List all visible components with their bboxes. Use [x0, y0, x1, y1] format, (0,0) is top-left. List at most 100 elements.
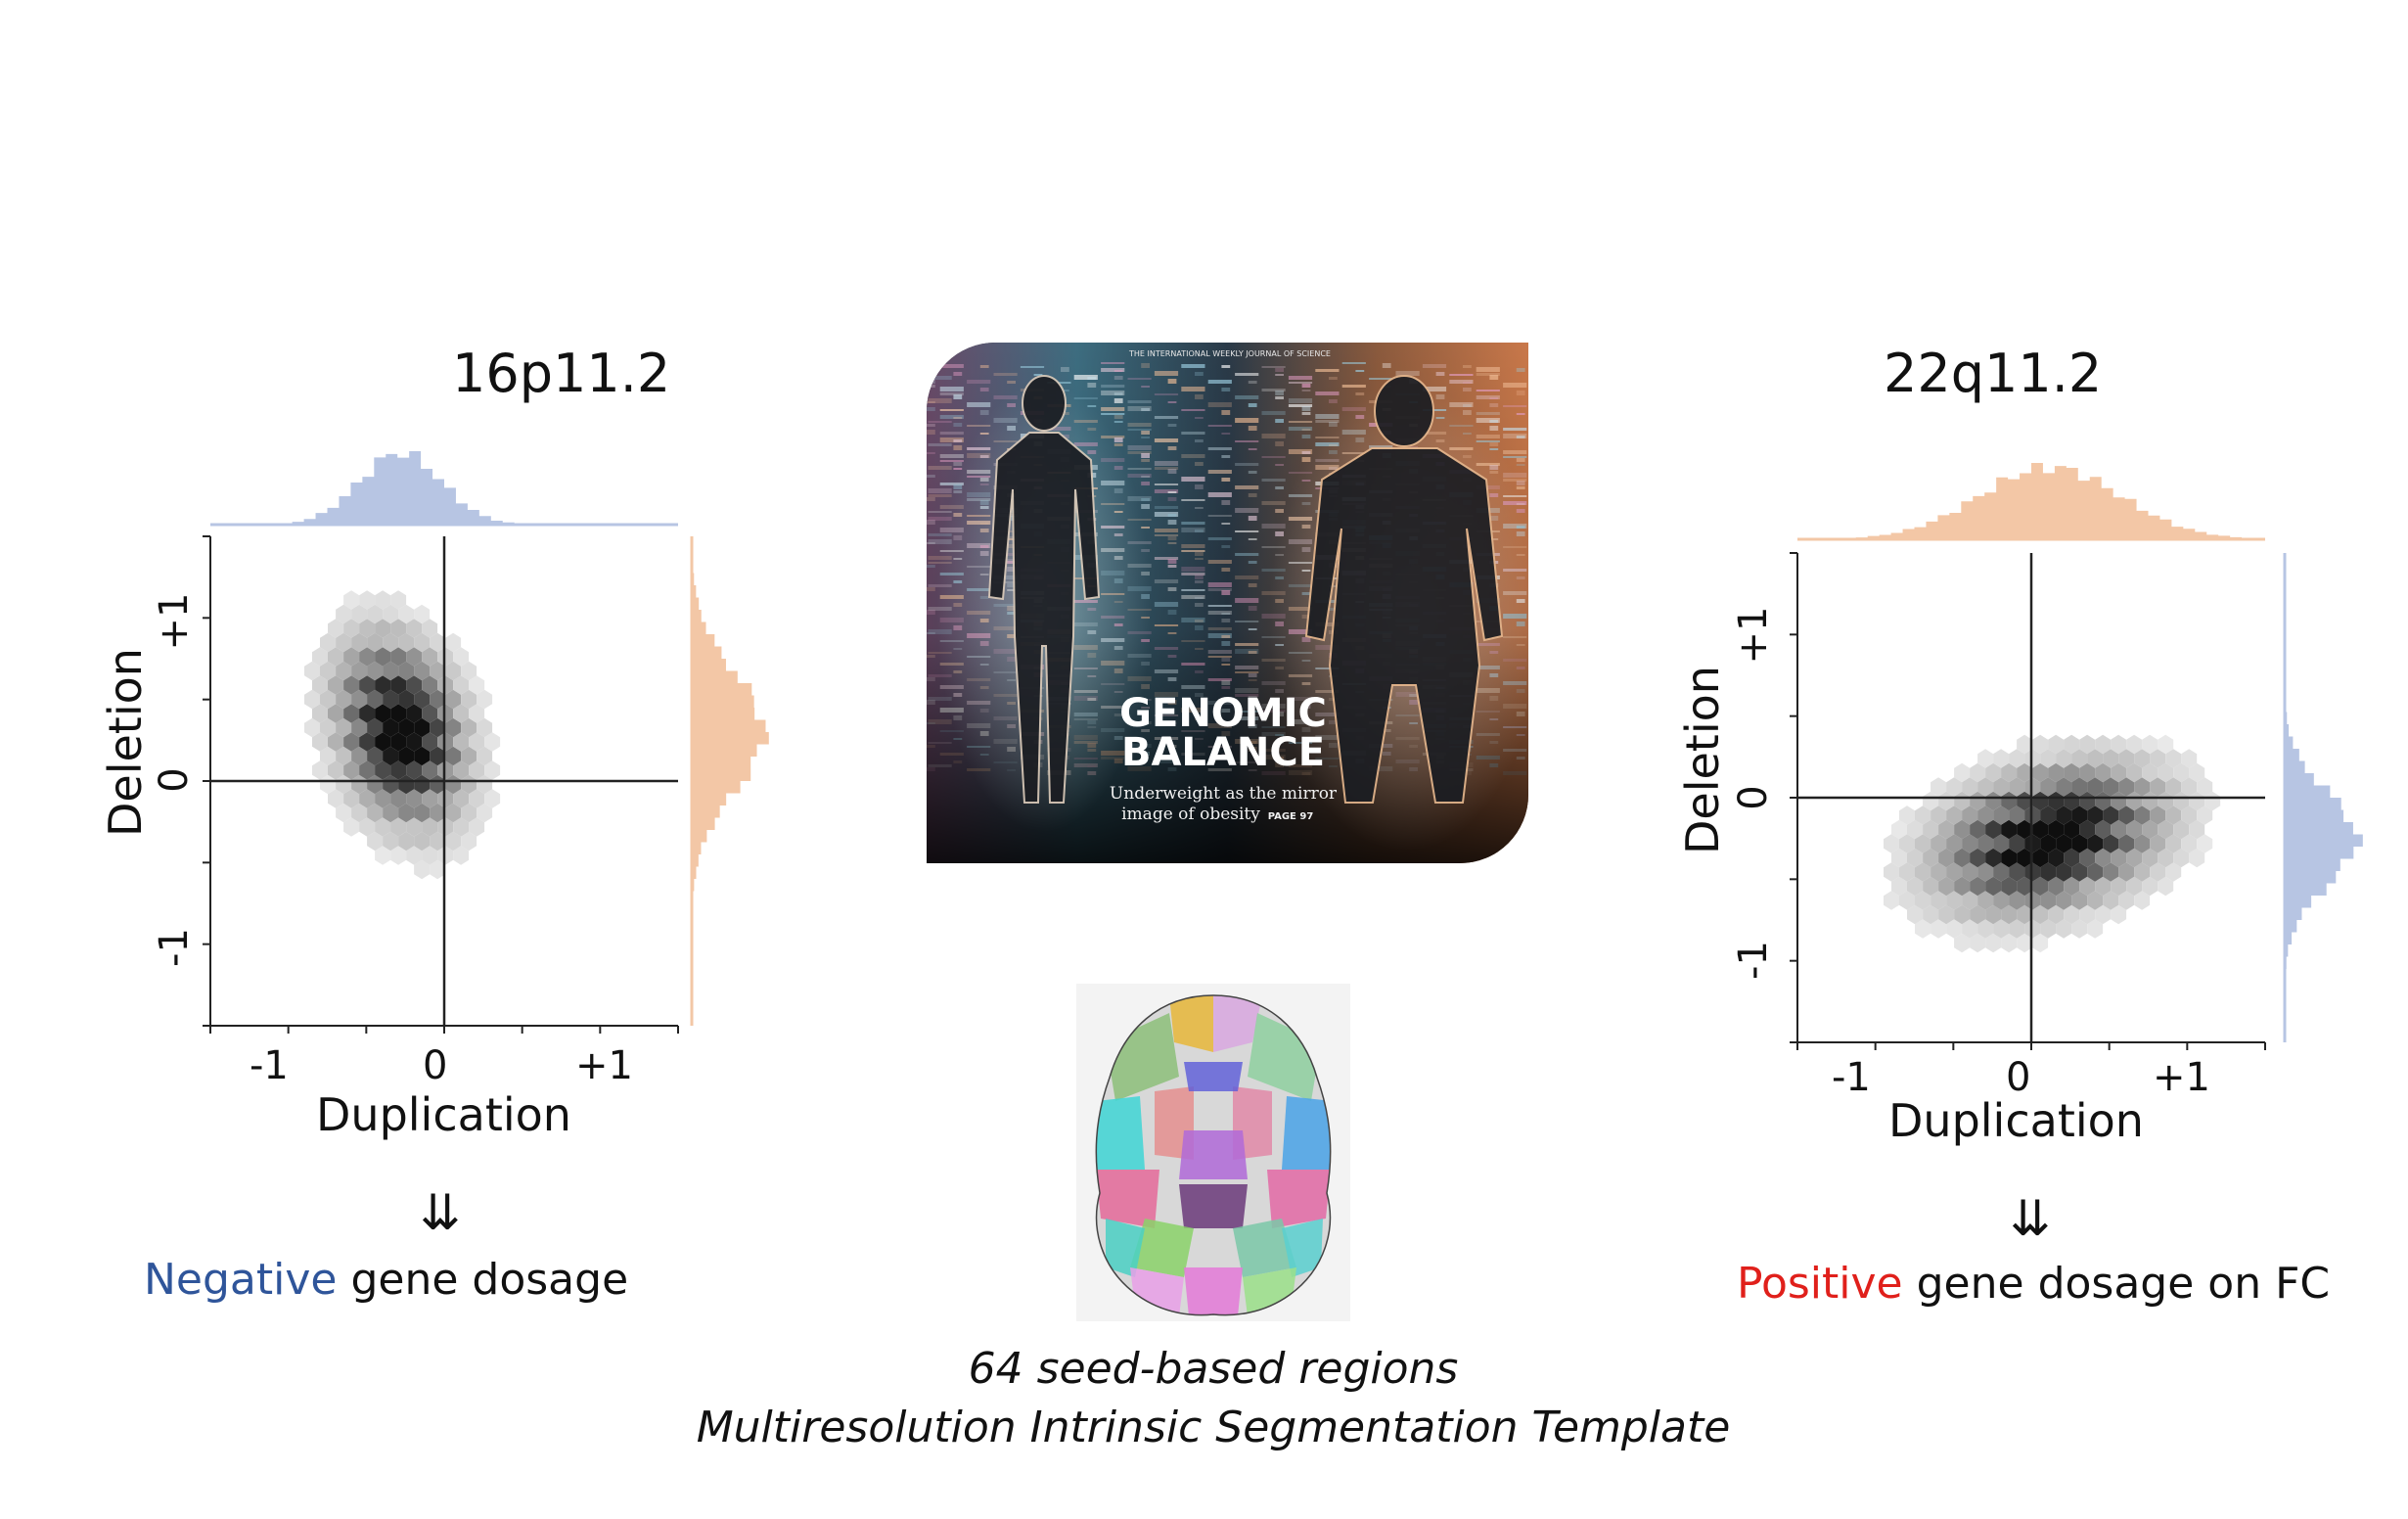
hexbin-cell: [1993, 862, 2010, 882]
hexbin-cell: [2079, 791, 2096, 811]
hexbin-cell: [2134, 834, 2151, 853]
hexbin-cell: [2056, 777, 2072, 797]
hexbin-cell: [351, 803, 368, 823]
hexbin-cell: [375, 732, 391, 752]
hexbin-cell: [2048, 762, 2065, 783]
hexbin-cell: [2103, 891, 2119, 910]
hexbin-cell: [2189, 819, 2205, 840]
hexbin-cell: [2118, 834, 2135, 853]
hexbin-cell: [367, 604, 384, 624]
hexbin-cell: [2142, 876, 2158, 897]
hexbin-cell: [2079, 876, 2096, 897]
hexbin-cell: [2095, 819, 2112, 840]
hexbin-cell: [453, 647, 470, 667]
hexbin-cell: [2032, 819, 2049, 840]
hexbin-cell: [2197, 777, 2213, 797]
hexbin-cell: [2150, 777, 2166, 797]
hexbin-cell: [2103, 749, 2119, 768]
hexbin-cell: [2134, 806, 2151, 825]
hexbin-cell: [351, 774, 368, 795]
hexbin-cell: [2173, 762, 2190, 783]
hexbin-cell: [484, 789, 501, 808]
hexbin-cell: [461, 774, 477, 795]
hexbin-cell: [1923, 904, 1939, 925]
hexbin-cell: [2150, 806, 2166, 825]
hexbin-cell: [2103, 777, 2119, 797]
hexbin-cell: [383, 717, 399, 738]
hexbin-cell: [2087, 777, 2104, 797]
right-histogram-bars: [692, 536, 769, 1026]
hexbin-cell: [2048, 848, 2065, 868]
hexbin-cell: [1970, 876, 1986, 897]
hexbin-cell: [312, 647, 328, 667]
hexbin-cell: [351, 632, 368, 653]
hexbin-cell: [2071, 919, 2088, 939]
hexbin-cell: [469, 675, 485, 695]
hexbin-cell: [469, 732, 485, 752]
hexbin-cell: [375, 647, 391, 667]
hexbin-cell: [2165, 834, 2182, 853]
hexbin-cell: [1891, 876, 1907, 897]
hexbin-cell: [2173, 848, 2190, 868]
hexbin-cell: [2064, 876, 2080, 897]
hexbin-cell: [414, 689, 431, 710]
hexbin-cell: [351, 717, 368, 738]
hexbin-cell: [414, 774, 431, 795]
cover-headline-1: GENOMIC: [1119, 691, 1327, 736]
hexbin-cell: [1977, 777, 1994, 797]
hexbin-cell: [1931, 862, 1947, 882]
hexbin-cell: [2064, 791, 2080, 811]
hexbin-cell: [2017, 876, 2033, 897]
thin-figure-silhouette: [987, 375, 1101, 804]
hexbin-cell: [2158, 819, 2174, 840]
hexbin-cell: [2095, 904, 2112, 925]
hexbin-cell: [328, 732, 344, 752]
hexbin-cell: [2001, 819, 2018, 840]
hexbin-cell: [445, 746, 462, 766]
hexbin-cell: [1962, 919, 1978, 939]
hexbin-cell: [469, 789, 485, 808]
hexbin-cell: [1993, 777, 2010, 797]
hexbin-cell: [2087, 891, 2104, 910]
right-x-tick-0: 0: [2006, 1055, 2031, 1100]
hexbin-cell: [461, 746, 477, 766]
hexbin-cell: [312, 675, 328, 695]
hexbin-cell: [1931, 891, 1947, 910]
hexbin-cell: [445, 632, 462, 653]
hexbin-cell: [461, 831, 477, 852]
hexbin-cell: [1985, 876, 2002, 897]
hexbin-cell: [2181, 749, 2198, 768]
hexbin-cell: [430, 831, 446, 852]
hexbin-cell: [1970, 791, 1986, 811]
hexbin-cell: [1954, 904, 1971, 925]
right-y-axis-label: Deletion: [1676, 666, 1729, 854]
hexbin-cell: [390, 675, 407, 695]
hexbin-cell: [2048, 791, 2065, 811]
hexbin-cell: [343, 732, 360, 752]
hexbin-cell: [1962, 862, 1978, 882]
hexbin-cell: [422, 675, 438, 695]
hexbin-cell: [2001, 876, 2018, 897]
hexbin-cells: [1884, 734, 2221, 953]
hexbin-cell: [2032, 734, 2049, 755]
hexbin-cell: [2071, 806, 2088, 825]
hexbin-cell: [2158, 876, 2174, 897]
hexbin-cell: [1977, 891, 1994, 910]
hexbin-cell: [1884, 891, 1899, 910]
hexbin-cell: [406, 789, 423, 808]
hexbin-cell: [2134, 891, 2151, 910]
hexbin-cell: [477, 689, 493, 710]
hexbin-cell: [1970, 819, 1986, 840]
hexbin-cell: [390, 590, 407, 610]
hexbin-cell: [406, 619, 423, 638]
hexbin-cell: [2032, 791, 2049, 811]
hexbin-cell: [2040, 834, 2057, 853]
hexbin-cell: [390, 817, 407, 837]
hexbin-cell: [336, 803, 352, 823]
left-down-arrows: ⇊: [420, 1184, 461, 1241]
hexbin-cell: [406, 675, 423, 695]
hexbin-cell: [1946, 834, 1963, 853]
hexbin-cell: [328, 704, 344, 723]
left-conclusion-lead: Negative: [144, 1255, 338, 1305]
hexbin-cell: [2118, 777, 2135, 797]
